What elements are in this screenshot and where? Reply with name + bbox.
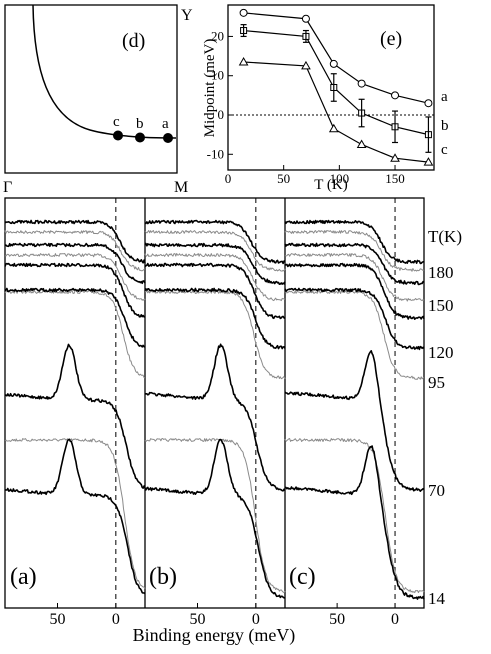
panel-e-frame [227, 4, 435, 171]
tick-label-a-50: 50 [50, 611, 66, 628]
tick-label-b-50: 50 [190, 611, 206, 628]
k-point-label-c: c [113, 114, 120, 130]
reference-spectrum-a-0 [4, 230, 146, 272]
reference-spectrum-c-1 [284, 253, 425, 302]
tick-label-a-0: 0 [112, 611, 120, 628]
panel-d-label: (d) [122, 30, 145, 52]
y-tick-label--10: -10 [207, 146, 224, 161]
k-point-c [113, 130, 123, 141]
series-label-a: a [441, 89, 448, 105]
spectrum-b-95K [144, 287, 286, 350]
panel-d: c b a (d) Γ M Y [3, 4, 193, 196]
series-label-b: b [441, 118, 449, 134]
spectrum-b-14K [144, 438, 286, 599]
point-a-150 [391, 91, 400, 100]
point-c-120 [356, 139, 367, 148]
midpoint-axis-title: Midpoint (meV) [202, 39, 218, 138]
reference-spectrum-b-1 [144, 253, 286, 302]
spectrum-b-180K [144, 219, 286, 265]
panel-d-frame [4, 4, 178, 174]
point-a-14 [239, 8, 248, 17]
x-tick-label-50: 50 [277, 171, 290, 186]
point-a-180 [424, 99, 433, 108]
spectrum-b-70K [144, 343, 286, 492]
spectrum-c-70K [284, 350, 425, 492]
reference-spectrum-b-3 [144, 438, 286, 594]
binding-energy-axis-title: Binding energy (meV) [133, 625, 296, 646]
point-a-70 [301, 14, 310, 23]
point-c-70 [301, 60, 311, 70]
spectra-curves [4, 198, 425, 608]
y-tick-label-20: 20 [211, 28, 224, 43]
point-c-150 [390, 153, 400, 162]
spectrum-c-95K [284, 287, 425, 351]
tick-label-c-50: 50 [329, 611, 345, 628]
spectrum-c-14K [284, 445, 425, 600]
fermi-surface-curve [32, 4, 177, 139]
spectrum-a-70K [4, 343, 146, 489]
panel-e: (e) Midpoint (meV) T (K) 0 50 100 150-10010… [202, 4, 449, 193]
tick-label-c-0: 0 [391, 611, 399, 628]
k-point-label-a: a [162, 116, 169, 132]
k-point-b [135, 132, 145, 143]
reference-spectrum-b-0 [144, 230, 286, 272]
binding-energy-ticks: 50 0 50 0 50 0 [50, 603, 399, 628]
spectrum-b-120K [144, 262, 286, 320]
temperature-axis-title: T (K) [314, 177, 347, 193]
temp-label-70: 70 [428, 481, 445, 500]
spectrum-c-120K [284, 262, 425, 320]
point-c-14 [238, 56, 249, 66]
point-a-120 [357, 79, 366, 88]
spectra-frame [4, 197, 425, 609]
y-tick-label-0: 0 [218, 107, 225, 122]
reference-spectrum-a-3 [4, 438, 146, 589]
temperature-unit-label: T(K) [428, 227, 462, 246]
spectrum-a-150K [4, 242, 146, 285]
spectrum-a-120K [4, 262, 146, 318]
reference-spectrum-c-0 [284, 230, 425, 272]
reference-spectrum-c-3 [284, 438, 425, 594]
spectrum-a-14K [4, 438, 146, 595]
gamma-label: Γ [3, 179, 12, 196]
y-tick-label-10: 10 [211, 68, 224, 83]
panel-e-label: (e) [380, 28, 402, 50]
point-a-95 [329, 59, 338, 68]
reference-spectrum-a-1 [4, 253, 146, 301]
x-tick-label-150: 150 [385, 171, 405, 186]
x-tick-label-0: 0 [225, 171, 232, 186]
panel-b-label: (b) [149, 564, 177, 590]
point-c-180 [423, 157, 434, 166]
temp-label-120: 120 [428, 343, 454, 362]
spectrum-b-150K [144, 242, 286, 285]
temp-label-14: 14 [428, 589, 446, 608]
reference-spectrum-c-2 [284, 290, 425, 380]
panel-a-label: (a) [10, 564, 37, 590]
series-line-c [243, 61, 429, 163]
panel-e-series [228, 8, 434, 166]
x-tick-label-100: 100 [330, 171, 350, 186]
series-label-c: c [441, 142, 448, 158]
temp-label-180: 180 [428, 263, 454, 282]
reference-spectrum-a-2 [4, 290, 146, 379]
spectra-panels: (a) (b) (c) T(K) 180 150 120 95 70 14 Bi… [4, 197, 462, 646]
k-point-a [163, 133, 173, 143]
spectrum-a-180K [4, 219, 146, 264]
series-line-a [243, 12, 429, 104]
series-line-b [243, 29, 429, 136]
temp-label-95: 95 [428, 373, 445, 392]
k-point-label-b: b [136, 116, 144, 132]
m-label: M [174, 179, 188, 196]
point-c-95 [328, 123, 339, 133]
spectrum-c-180K [284, 219, 424, 265]
spectrum-c-150K [284, 242, 425, 286]
tick-label-b-0: 0 [252, 611, 260, 628]
temp-label-150: 150 [428, 296, 454, 315]
panel-c-label: (c) [289, 564, 316, 590]
spectrum-a-95K [4, 287, 146, 348]
y-label: Y [181, 7, 193, 24]
